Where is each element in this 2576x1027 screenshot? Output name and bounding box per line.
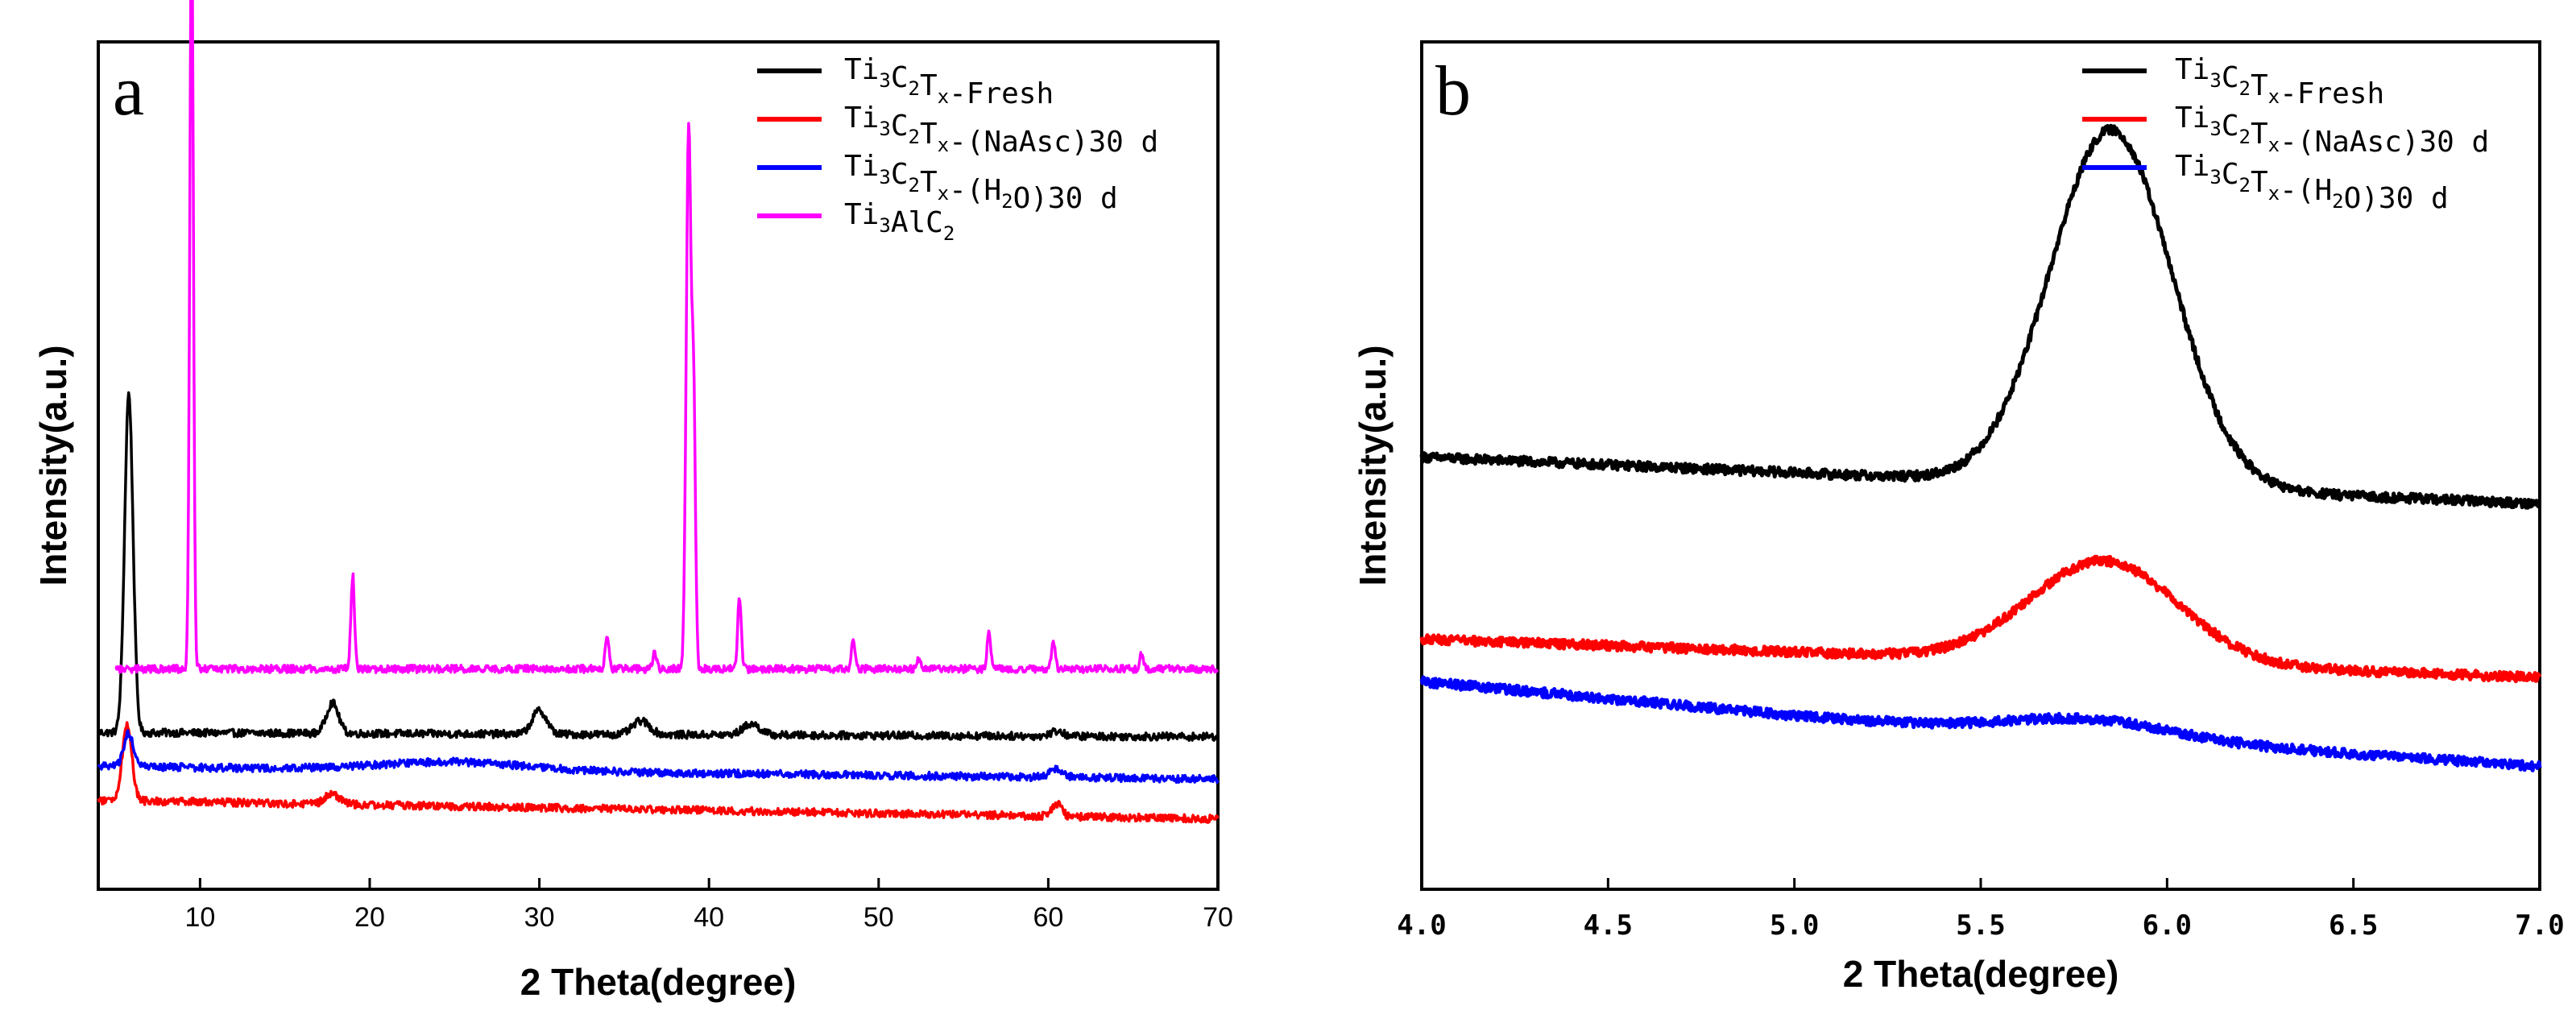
x-ticks-b: 4.0 4.5 5.0 5.5 6.0 6.5 7.0 [1397, 878, 2565, 942]
x-tick-label: 70 [1203, 902, 1233, 933]
series-group-a [97, 0, 1220, 824]
x-tick-label: 4.0 [1397, 909, 1446, 942]
series-line-naasc [1419, 554, 2542, 684]
legend-label-fresh: Ti3C2Tx-Fresh [2175, 53, 2384, 110]
x-tick-label: 50 [863, 902, 894, 933]
x-tick-label: 20 [354, 902, 385, 933]
legend-label-h2o: Ti3C2Tx-(H2O)30 d [2175, 150, 2449, 215]
x-tick-label: 5.5 [1956, 909, 2005, 942]
x-tick-label: 30 [524, 902, 555, 933]
x-tick-label: 10 [184, 902, 215, 933]
series-line-naasc [97, 721, 1220, 824]
legend-label-fresh: Ti3C2Tx-Fresh [844, 53, 1054, 110]
x-tick-label: 6.5 [2329, 909, 2378, 942]
y-axis-title-a: Intensity(a.u.) [32, 345, 74, 586]
series-line-h2o [97, 729, 1220, 785]
legend-label-h2o: Ti3C2Tx-(H2O)30 d [844, 150, 1118, 215]
x-axis-title-a: 2 Theta(degree) [520, 961, 797, 1003]
legend-label-naasc: Ti3C2Tx-(NaAsc)30 d [2175, 101, 2489, 159]
plot-frame-a [97, 40, 1220, 891]
series-line-max [114, 0, 1220, 674]
panel-label-a: a [113, 52, 144, 130]
x-tick-label: 4.5 [1584, 909, 1633, 942]
series-line-fresh [1419, 123, 2542, 510]
x-tick-label: 60 [1033, 902, 1063, 933]
x-axis-title-b: 2 Theta(degree) [1843, 953, 2119, 995]
x-ticks-a: 10 20 30 40 50 60 70 [184, 878, 1233, 933]
chart-panel-b: b 4.0 4.5 5.0 5.5 6.0 6.5 7.0 Ti3C2Tx-FreshTi3… [1352, 40, 2565, 995]
legend-label-naasc: Ti3C2Tx-(NaAsc)30 d [844, 101, 1158, 159]
x-tick-label: 7.0 [2515, 909, 2564, 942]
y-axis-title-b: Intensity(a.u.) [1352, 345, 1394, 586]
legend-label-max: Ti3AlC2 [844, 198, 955, 245]
chart-panel-a: a 10 20 30 40 50 60 70 Ti3C2Tx-FreshTi3C2Tx-(N… [32, 0, 1233, 1003]
x-tick-label: 40 [694, 902, 724, 933]
x-tick-label: 5.0 [1770, 909, 1819, 942]
series-line-h2o [1419, 675, 2542, 772]
series-line-fresh [97, 391, 1220, 742]
series-group-b [1419, 123, 2542, 772]
x-tick-label: 6.0 [2143, 909, 2192, 942]
panel-label-b: b [1435, 52, 1471, 130]
